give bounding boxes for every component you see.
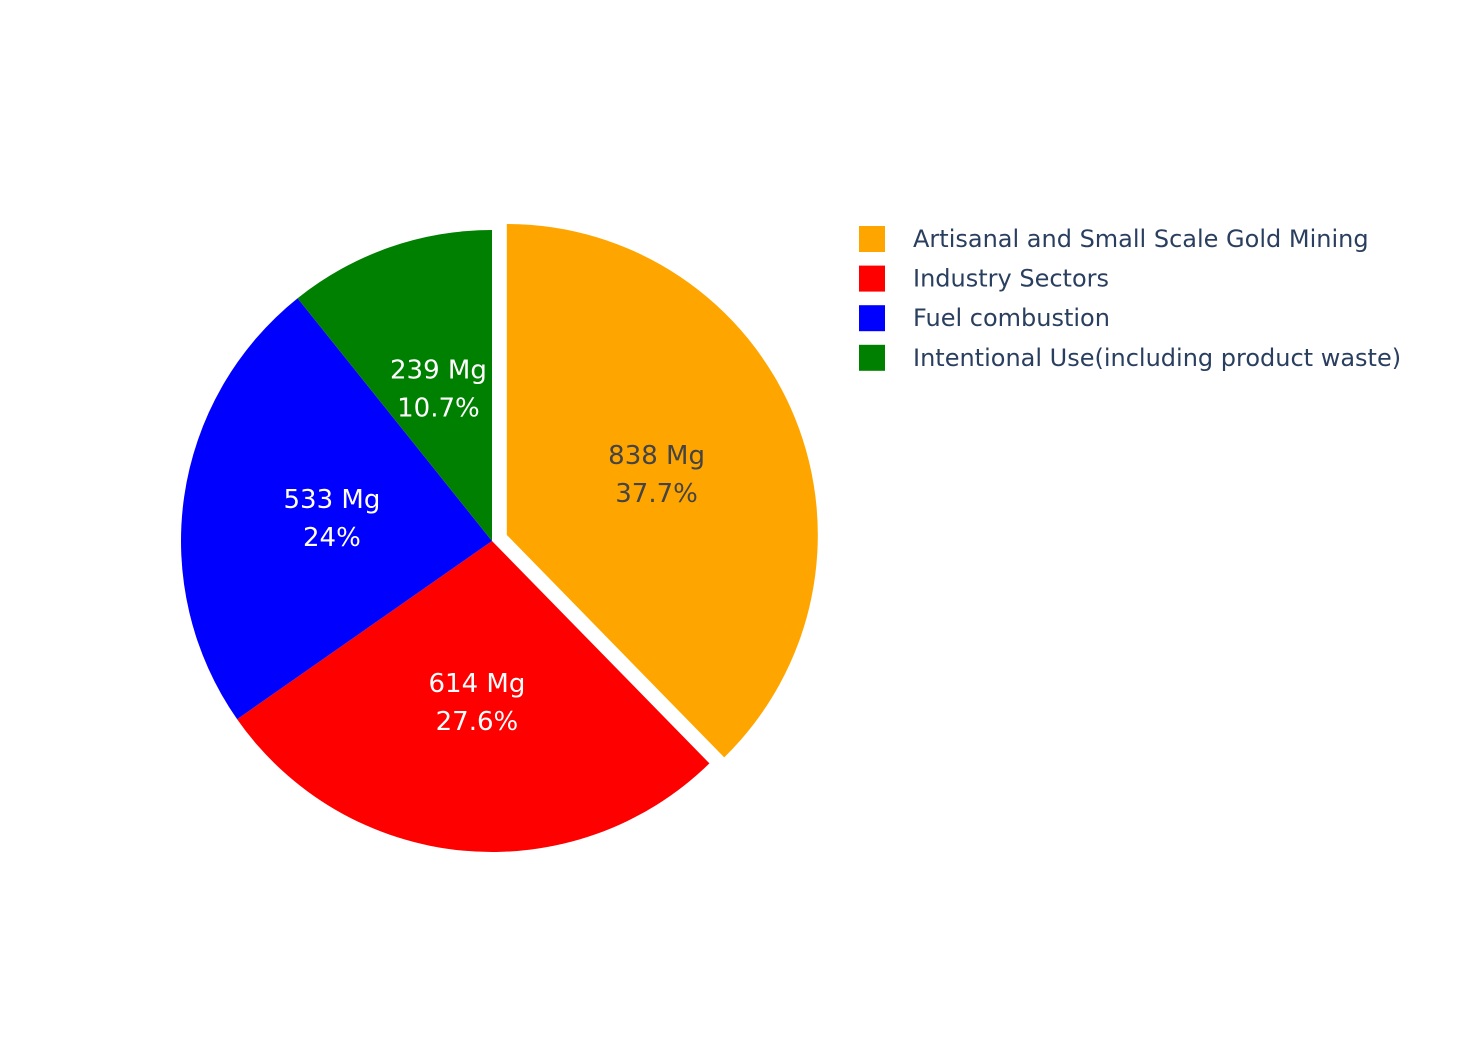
legend-swatch bbox=[859, 305, 885, 332]
slice-percent-label: 37.7% bbox=[615, 479, 698, 509]
legend-item-industry-sectors[interactable]: Industry Sectors bbox=[859, 265, 1109, 293]
pie-slice-intentional-use-including-product-waste[interactable] bbox=[297, 230, 492, 541]
legend-item-artisanal-and-small-scale-gold-mining[interactable]: Artisanal and Small Scale Gold Mining bbox=[859, 225, 1369, 253]
legend-label: Fuel combustion bbox=[913, 304, 1110, 332]
legend: Artisanal and Small Scale Gold Mining Ind… bbox=[859, 225, 1401, 372]
legend-label: Industry Sectors bbox=[913, 265, 1109, 293]
legend-swatch bbox=[859, 265, 885, 292]
slice-value-label: 838 Mg bbox=[608, 441, 705, 471]
legend-swatch bbox=[859, 344, 885, 371]
pie-slice-fuel-combustion[interactable] bbox=[181, 298, 492, 720]
slice-value-label: 239 Mg bbox=[390, 355, 487, 385]
slice-percent-label: 27.6% bbox=[436, 707, 519, 737]
slice-percent-label: 24% bbox=[303, 523, 361, 553]
legend-item-fuel-combustion[interactable]: Fuel combustion bbox=[859, 304, 1110, 332]
pie-labels: 838 Mg 37.7% 614 Mg 27.6% 533 Mg 24% 239 Mg 10.… bbox=[284, 355, 705, 737]
slice-percent-label: 10.7% bbox=[397, 393, 480, 423]
slice-value-label: 533 Mg bbox=[284, 485, 381, 515]
slice-value-label: 614 Mg bbox=[429, 669, 526, 699]
legend-label: Artisanal and Small Scale Gold Mining bbox=[913, 225, 1369, 253]
pie-slices bbox=[181, 223, 818, 852]
pie-slice-artisanal-and-small-scale-gold-mining[interactable] bbox=[506, 223, 818, 758]
legend-label: Intentional Use(including product waste) bbox=[913, 344, 1401, 372]
legend-item-intentional-use-including-product-waste[interactable]: Intentional Use(including product waste) bbox=[859, 344, 1401, 372]
legend-swatch bbox=[859, 226, 885, 252]
pie-slice-industry-sectors[interactable] bbox=[237, 541, 710, 852]
